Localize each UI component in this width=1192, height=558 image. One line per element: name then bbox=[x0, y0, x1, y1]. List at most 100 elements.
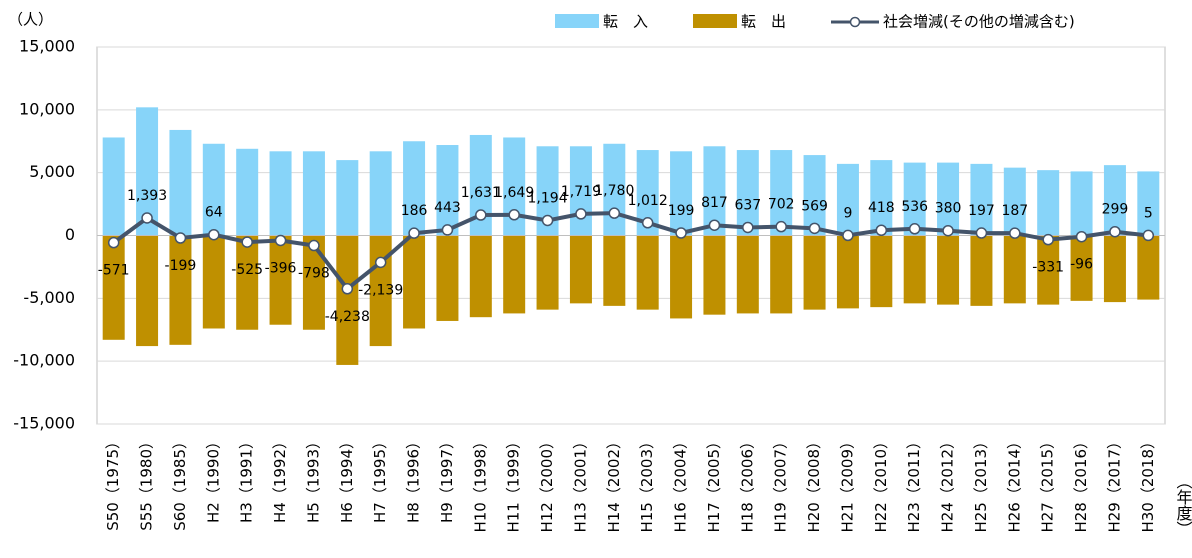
bar bbox=[1104, 165, 1126, 235]
line bbox=[114, 213, 1149, 289]
bar bbox=[937, 236, 959, 305]
x-tick-label: H3（1991） bbox=[238, 434, 256, 523]
y-tick-label: -10,000 bbox=[13, 351, 75, 370]
bar bbox=[336, 160, 358, 235]
marker bbox=[242, 237, 252, 247]
marker bbox=[142, 213, 152, 223]
data-label: -199 bbox=[165, 258, 197, 274]
y-tick-label: 0 bbox=[65, 225, 75, 244]
data-label: 380 bbox=[935, 201, 962, 217]
x-tick-label: S55（1980） bbox=[138, 434, 156, 531]
x-tick-label: H28（2016） bbox=[1072, 434, 1090, 533]
marker bbox=[776, 222, 786, 232]
bar bbox=[603, 236, 625, 306]
bar bbox=[1071, 171, 1093, 235]
data-label: 702 bbox=[768, 197, 795, 213]
marker bbox=[976, 228, 986, 238]
data-label: 569 bbox=[801, 198, 828, 214]
bar bbox=[169, 236, 191, 345]
x-tick-label: H24（2012） bbox=[939, 434, 957, 533]
data-label: 817 bbox=[701, 195, 728, 211]
bar bbox=[1137, 171, 1159, 235]
marker bbox=[543, 215, 553, 225]
data-label: 199 bbox=[668, 203, 695, 219]
bar bbox=[703, 236, 725, 315]
bar bbox=[837, 164, 859, 236]
bar bbox=[1137, 236, 1159, 300]
data-label: -396 bbox=[265, 260, 297, 276]
marker bbox=[109, 238, 119, 248]
marker bbox=[576, 209, 586, 219]
marker bbox=[175, 233, 185, 243]
data-label: 9 bbox=[843, 205, 852, 221]
bar bbox=[436, 236, 458, 321]
bar bbox=[203, 236, 225, 329]
x-tick-label: H13（2001） bbox=[571, 434, 589, 533]
x-tick-label: H12（2000） bbox=[538, 434, 556, 533]
bar bbox=[236, 236, 258, 330]
x-tick-label: H8（1996） bbox=[405, 434, 423, 523]
x-tick-label: H7（1995） bbox=[371, 434, 389, 523]
y-tick-label: 10,000 bbox=[19, 99, 75, 118]
bar bbox=[670, 151, 692, 235]
x-tick-label: S60（1985） bbox=[171, 434, 189, 531]
marker bbox=[309, 241, 319, 251]
data-label: 418 bbox=[868, 200, 895, 216]
bar bbox=[970, 236, 992, 306]
bar bbox=[236, 149, 258, 236]
y-tick-label: -5,000 bbox=[23, 288, 75, 307]
x-tick-label: H23（2011） bbox=[905, 434, 923, 533]
data-label: 637 bbox=[734, 197, 761, 213]
bar bbox=[169, 130, 191, 236]
bar bbox=[470, 236, 492, 318]
data-label: -331 bbox=[1032, 260, 1064, 276]
bar bbox=[136, 236, 158, 347]
x-tick-label: H25（2013） bbox=[972, 434, 990, 533]
bar bbox=[837, 236, 859, 309]
x-tick-label: H5（1993） bbox=[304, 434, 322, 523]
bar bbox=[436, 145, 458, 235]
y-axis-label: （人） bbox=[8, 11, 53, 29]
bar bbox=[103, 236, 125, 340]
bar bbox=[503, 236, 525, 314]
bar bbox=[670, 236, 692, 319]
x-tick-label: H26（2014） bbox=[1005, 434, 1023, 533]
data-label: -525 bbox=[231, 262, 263, 278]
legend-label: 転 出 bbox=[741, 13, 786, 31]
marker bbox=[743, 222, 753, 232]
data-label: 536 bbox=[901, 199, 928, 215]
bar bbox=[403, 141, 425, 235]
y-tick-label: 5,000 bbox=[29, 162, 75, 181]
marker bbox=[1043, 235, 1053, 245]
marker bbox=[376, 257, 386, 267]
data-label: 197 bbox=[968, 203, 995, 219]
data-label: -96 bbox=[1070, 257, 1093, 273]
x-tick-label: H29（2017） bbox=[1105, 434, 1123, 533]
data-label: -571 bbox=[98, 263, 130, 279]
bar bbox=[403, 236, 425, 329]
bar bbox=[1004, 168, 1026, 236]
data-label: 187 bbox=[1001, 203, 1028, 219]
bar bbox=[770, 236, 792, 314]
marker bbox=[1010, 228, 1020, 238]
bar bbox=[870, 160, 892, 235]
marker bbox=[943, 226, 953, 236]
data-label: 443 bbox=[434, 200, 461, 216]
data-label: 1,393 bbox=[127, 188, 167, 204]
x-tick-label: H21（2009） bbox=[838, 434, 856, 533]
bar bbox=[804, 236, 826, 310]
bar bbox=[537, 236, 559, 310]
bar bbox=[270, 236, 292, 325]
x-tick-label: H17（2005） bbox=[705, 434, 723, 533]
x-tick-label: H6（1994） bbox=[338, 434, 356, 523]
legend-marker bbox=[851, 18, 860, 27]
marker bbox=[209, 230, 219, 240]
marker bbox=[910, 224, 920, 234]
x-axis-label: （年度） bbox=[1174, 473, 1192, 537]
x-tick-label: H10（1998） bbox=[471, 434, 489, 533]
x-tick-label: H18（2006） bbox=[738, 434, 756, 533]
marker bbox=[609, 208, 619, 218]
data-label: 186 bbox=[401, 203, 428, 219]
marker bbox=[643, 218, 653, 228]
